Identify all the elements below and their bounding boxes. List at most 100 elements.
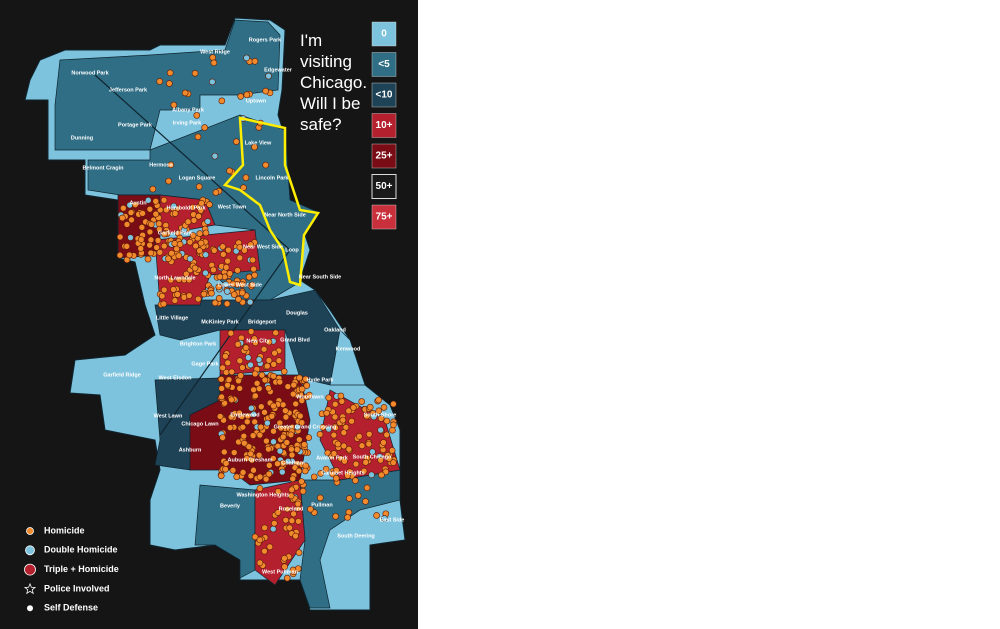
incident-dot [116,251,124,259]
incident-dot [250,466,257,474]
incident-dot [261,376,269,384]
incident-dot [270,361,277,368]
scale-label: 0 [381,29,387,40]
incident-dot [154,237,162,244]
incident-dot [288,451,296,459]
scale-label: <10 [376,90,393,101]
legend-icon [23,582,37,595]
incident-dot [242,174,250,181]
incident-dot [249,256,257,264]
incident-dot [160,242,168,250]
incident-dot [251,533,259,541]
incident-dot [265,338,273,346]
incident-dot [261,408,268,416]
incident-dot [186,238,194,246]
incident-dot [148,221,155,228]
scale-label: <5 [378,59,390,70]
neighborhood-label: West Pullman [262,569,299,575]
incident-dot [219,364,226,372]
incident-dot [138,224,146,231]
incident-dot [149,185,157,193]
neighborhood-label: East Side [380,517,405,523]
incident-dot [211,299,219,307]
incident-dot [276,447,284,455]
incident-dot [340,442,348,450]
neighborhood-label: Austin [129,200,147,206]
scale-swatch [371,204,397,230]
incident-dot [350,404,357,411]
incident-dot [346,495,353,502]
incident-dot [225,376,233,383]
incident-dot [236,409,243,417]
incident-dot [196,230,204,237]
incident-dot [296,412,304,420]
incident-dot [268,412,276,420]
incident-dot [127,209,135,216]
incident-dot [263,362,271,370]
question: I'm visiting Chicago. Will I be safe? [300,31,367,134]
incident-dot [344,514,351,521]
incident-dot [265,462,273,469]
neighborhood-label: West Ridge [200,49,230,55]
incident-dot [289,566,297,574]
incident-dot [352,477,359,484]
incident-dot [194,295,202,303]
scale-label: 25+ [376,151,393,162]
neighborhood-label: Ashburn [179,447,202,453]
incident-dot [284,383,292,390]
incident-dot [290,510,297,518]
incident-dot [193,112,201,119]
neighborhood-label: Grand Blvd [280,337,310,343]
incident-dot [332,513,339,520]
incident-dot [307,505,314,513]
incident-dot [218,385,225,392]
incident-dot [139,210,146,217]
neighborhood-label: Dunning [71,135,93,141]
neighborhood-label: West Elsdon [159,375,193,381]
incident-dot [171,240,179,247]
incident-dot [319,424,327,431]
neighborhood-label: Lake View [245,140,272,146]
incident-dot [348,417,355,425]
incident-dot [265,470,273,478]
scale-swatch [371,52,397,77]
incident-dot [215,295,223,302]
legend: Homicide Double Homicide Triple + Homicide… [23,525,119,613]
incident-dot [331,400,339,408]
incident-dot [161,230,168,238]
neighborhood-label: McKinley Park [201,319,240,325]
incident-dot [241,439,248,447]
incident-dot [270,372,277,380]
neighborhood-label: Garfield Park [158,230,193,236]
incident-dot [228,396,235,404]
incident-dot [256,485,264,492]
incident-dot [296,374,303,382]
incident-dot [202,229,210,237]
incident-dot [365,430,373,438]
incident-dot [201,124,208,131]
incident-dot [251,370,259,378]
neighborhood-label: Calumet Heights [321,470,364,476]
incident-dot [298,397,306,404]
incident-dot [255,356,263,363]
incident-dot [362,498,369,505]
incident-dot [247,450,254,458]
incident-dot [220,251,227,258]
incident-dot [128,216,135,224]
neighborhood-label: Albany Park [172,107,205,113]
incident-dot [265,384,272,392]
neighborhood-label: Lincoln Park [255,175,289,181]
incident-dot [230,449,238,456]
incident-dot [222,352,229,360]
neighborhood-label: South Deering [337,533,375,539]
incident-dot [160,196,168,204]
incident-dot [226,270,234,277]
incident-dot [240,432,248,440]
incident-dot [202,269,209,277]
incident-dot [248,281,256,289]
incident-dot [126,251,133,259]
incident-dot [322,465,330,473]
incident-dot [366,403,374,411]
incident-dot [147,249,155,257]
